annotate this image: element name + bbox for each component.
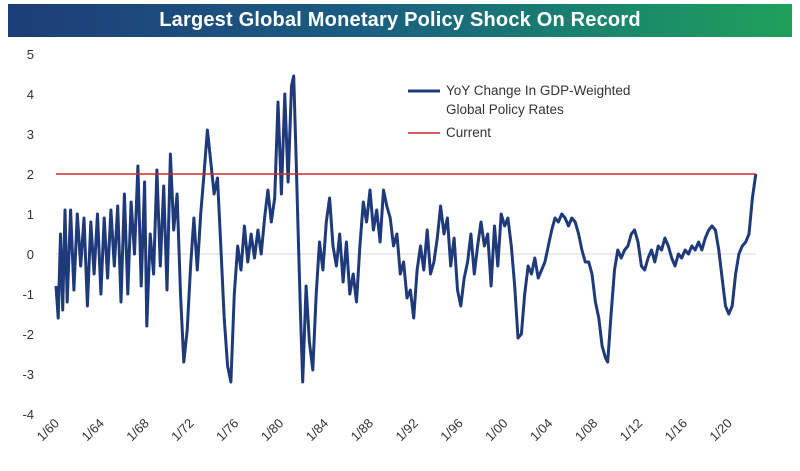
x-tick-label: 1/16 bbox=[662, 416, 691, 445]
legend: YoY Change In GDP-Weighted Global Policy… bbox=[408, 83, 634, 140]
x-tick-label: 1/72 bbox=[168, 416, 197, 445]
x-tick-label: 1/88 bbox=[348, 416, 377, 445]
y-tick-label: 1 bbox=[27, 207, 34, 222]
y-tick-label: 4 bbox=[27, 87, 34, 102]
y-tick-label: 0 bbox=[27, 247, 34, 262]
legend-label-current: Current bbox=[446, 125, 491, 140]
series-line-policy-rates bbox=[54, 74, 758, 384]
x-tick-label: 1/20 bbox=[706, 416, 735, 445]
x-tick-label: 1/04 bbox=[527, 416, 556, 445]
x-tick-label: 1/84 bbox=[303, 416, 332, 445]
y-tick-label: -2 bbox=[22, 327, 34, 342]
y-tick-label: -3 bbox=[22, 367, 34, 382]
x-axis-ticks: 1/60 1/64 1/68 1/72 1/76 1/80 1/84 1/88 1/92 1/96… bbox=[34, 416, 735, 445]
y-tick-label: -1 bbox=[22, 287, 34, 302]
x-tick-label: 1/76 bbox=[213, 416, 242, 445]
x-tick-label: 1/96 bbox=[437, 416, 466, 445]
x-tick-label: 1/12 bbox=[617, 416, 646, 445]
y-tick-label: -4 bbox=[22, 407, 34, 422]
x-tick-label: 1/00 bbox=[482, 416, 511, 445]
x-tick-label: 1/60 bbox=[34, 416, 63, 445]
y-tick-label: 3 bbox=[27, 127, 34, 142]
title-bar: Largest Global Monetary Policy Shock On … bbox=[8, 4, 792, 37]
chart-title: Largest Global Monetary Policy Shock On … bbox=[159, 9, 641, 31]
x-tick-label: 1/08 bbox=[572, 416, 601, 445]
x-tick-label: 1/80 bbox=[258, 416, 287, 445]
x-tick-label: 1/92 bbox=[392, 416, 421, 445]
legend-label-policy-rates: YoY Change In GDP-Weighted Global Policy… bbox=[446, 83, 634, 117]
x-tick-label: 1/68 bbox=[123, 416, 152, 445]
y-axis-ticks: -4 -3 -2 -1 0 1 2 3 4 5 bbox=[22, 47, 34, 422]
x-tick-label: 1/64 bbox=[78, 416, 107, 445]
y-tick-label: 2 bbox=[27, 167, 34, 182]
y-tick-label: 5 bbox=[27, 47, 34, 62]
